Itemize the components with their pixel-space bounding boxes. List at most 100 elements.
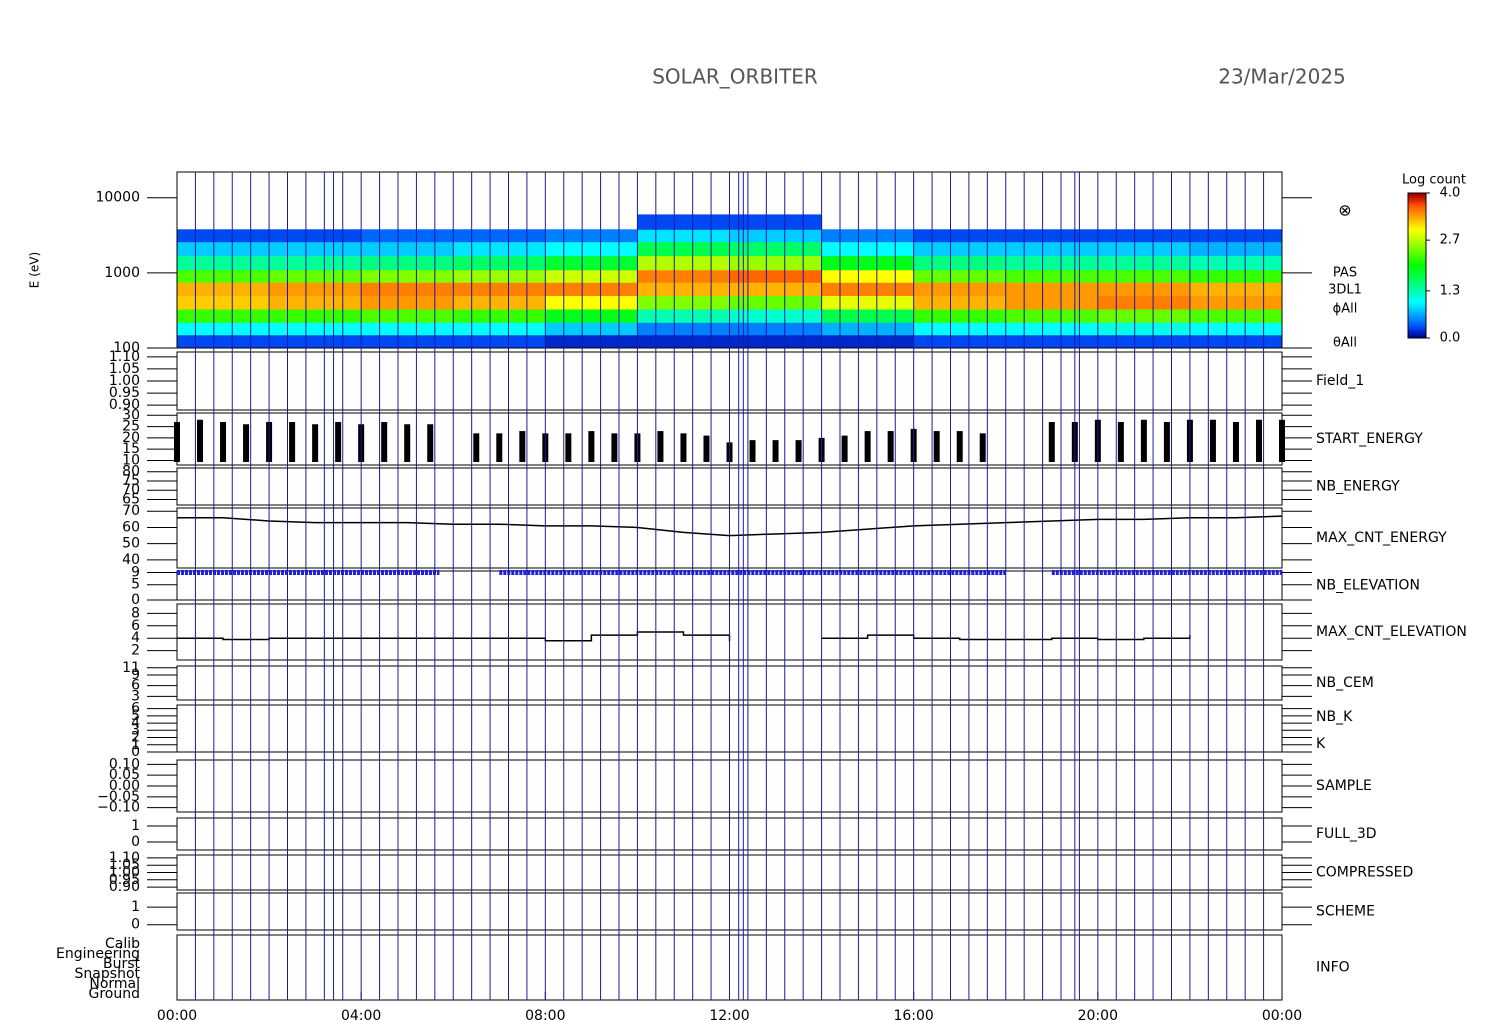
- x-tick-label: 16:00: [893, 1008, 933, 1020]
- colorbar-cell: [1408, 241, 1426, 245]
- colorbar-cell: [1408, 328, 1426, 332]
- symbol: ⊗: [1338, 201, 1351, 220]
- instrument-label: θAll: [1333, 336, 1357, 351]
- panel-label: START_ENERGY: [1316, 431, 1423, 447]
- y-tick-label: 0: [131, 592, 140, 608]
- category-label: Calib: [105, 936, 140, 952]
- y-tick-label: 9: [131, 565, 140, 581]
- colorbar-cell: [1408, 275, 1426, 279]
- y-tick-label: 10: [122, 452, 140, 468]
- panel-label: MAX_CNT_ELEVATION: [1316, 624, 1467, 640]
- colorbar-tick-label: 2.7: [1440, 233, 1461, 248]
- colorbar-cell: [1408, 284, 1426, 288]
- y-axis-label: E (eV): [28, 252, 42, 288]
- colorbar-title: Log count: [1402, 173, 1466, 188]
- colorbar-cell: [1408, 304, 1426, 308]
- panel-label: K: [1316, 736, 1326, 752]
- heat-cell: [269, 269, 362, 283]
- heat-cell: [913, 255, 1007, 271]
- heat-cell: [361, 322, 454, 336]
- heat-cell: [453, 269, 546, 283]
- heat-cell: [1189, 322, 1283, 336]
- category-label: Ground: [89, 986, 141, 1002]
- colorbar-cell: [1408, 202, 1426, 206]
- heat-cell: [545, 255, 638, 271]
- heat-cell: [729, 309, 823, 323]
- heat-cell: [1189, 229, 1283, 243]
- y-tick-label: 4: [131, 630, 140, 646]
- colorbar-cell: [1408, 296, 1426, 300]
- heat-cell: [453, 309, 546, 323]
- colorbar-cell: [1408, 236, 1426, 240]
- heat-cell: [453, 255, 546, 271]
- instrument-label: ϕAll: [1333, 302, 1358, 317]
- heat-cell: [729, 295, 823, 310]
- heat-cell: [821, 334, 915, 349]
- y-tick-label: 80: [122, 464, 140, 480]
- colorbar-cell: [1408, 219, 1426, 223]
- colorbar-cell: [1408, 325, 1426, 329]
- heat-cell: [729, 282, 823, 296]
- y-tick-label: 1.05: [109, 857, 140, 873]
- heat-cell: [637, 322, 730, 336]
- colorbar-cell: [1408, 265, 1426, 269]
- y-tick-label: 0.05: [109, 767, 140, 783]
- colorbar-cell: [1408, 306, 1426, 310]
- heat-cell: [177, 255, 270, 271]
- heat-cell: [361, 241, 454, 257]
- heat-cell: [269, 282, 362, 296]
- colorbar-cell: [1408, 197, 1426, 201]
- heat-cell: [177, 295, 270, 310]
- heat-cell: [913, 295, 1007, 310]
- heat-cell: [545, 295, 638, 310]
- heat-cell: [1189, 295, 1283, 310]
- colorbar-tick-label: 4.0: [1440, 186, 1461, 201]
- panel-label: INFO: [1316, 960, 1350, 976]
- instrument-label: 3DL1: [1328, 283, 1362, 298]
- colorbar-cell: [1408, 207, 1426, 211]
- colorbar-cell: [1408, 277, 1426, 281]
- heat-cell: [821, 255, 915, 271]
- heat-cell: [821, 241, 915, 257]
- series-line: [177, 631, 1191, 642]
- colorbar-cell: [1408, 205, 1426, 208]
- colorbar-cell: [1408, 287, 1426, 291]
- heat-cell: [637, 282, 730, 296]
- heat-cell: [913, 322, 1007, 336]
- heat-cell: [177, 309, 270, 323]
- heat-cell: [1097, 295, 1191, 310]
- colorbar-cell: [1408, 299, 1426, 303]
- x-tick-label: 00:00: [1262, 1008, 1302, 1020]
- heat-cell: [729, 214, 823, 230]
- x-tick-label: 04:00: [341, 1008, 381, 1020]
- heat-cell: [453, 241, 546, 257]
- colorbar-cell: [1408, 272, 1426, 276]
- heat-cell: [913, 269, 1007, 283]
- colorbar-cell: [1408, 335, 1426, 339]
- y-tick-label: 9: [131, 667, 140, 683]
- colorbar-cell: [1408, 316, 1426, 320]
- heat-cell: [545, 282, 638, 296]
- heat-cell: [269, 322, 362, 336]
- heat-cell: [361, 229, 454, 243]
- y-tick-label: 1.05: [109, 361, 140, 377]
- colorbar-cell: [1408, 243, 1426, 247]
- colorbar-cell: [1408, 251, 1426, 254]
- y-tick-label: 5: [131, 577, 140, 593]
- heat-cell: [637, 241, 730, 257]
- y-tick-label: 3: [131, 722, 140, 738]
- y-tick-label: 0.95: [109, 385, 140, 401]
- y-tick-label: 1.00: [109, 865, 140, 881]
- y-tick-label: 0: [131, 834, 140, 850]
- heat-cell: [545, 229, 638, 243]
- heat-cell: [453, 229, 546, 243]
- colorbar-cell: [1408, 323, 1426, 327]
- colorbar-cell: [1408, 311, 1426, 315]
- y-tick-label: 0: [131, 744, 140, 760]
- heat-cell: [361, 255, 454, 271]
- colorbar-cell: [1408, 226, 1426, 230]
- colorbar-cell: [1408, 258, 1426, 262]
- y-tick-label: 1000: [104, 265, 140, 281]
- panel-label: NB_K: [1316, 709, 1353, 725]
